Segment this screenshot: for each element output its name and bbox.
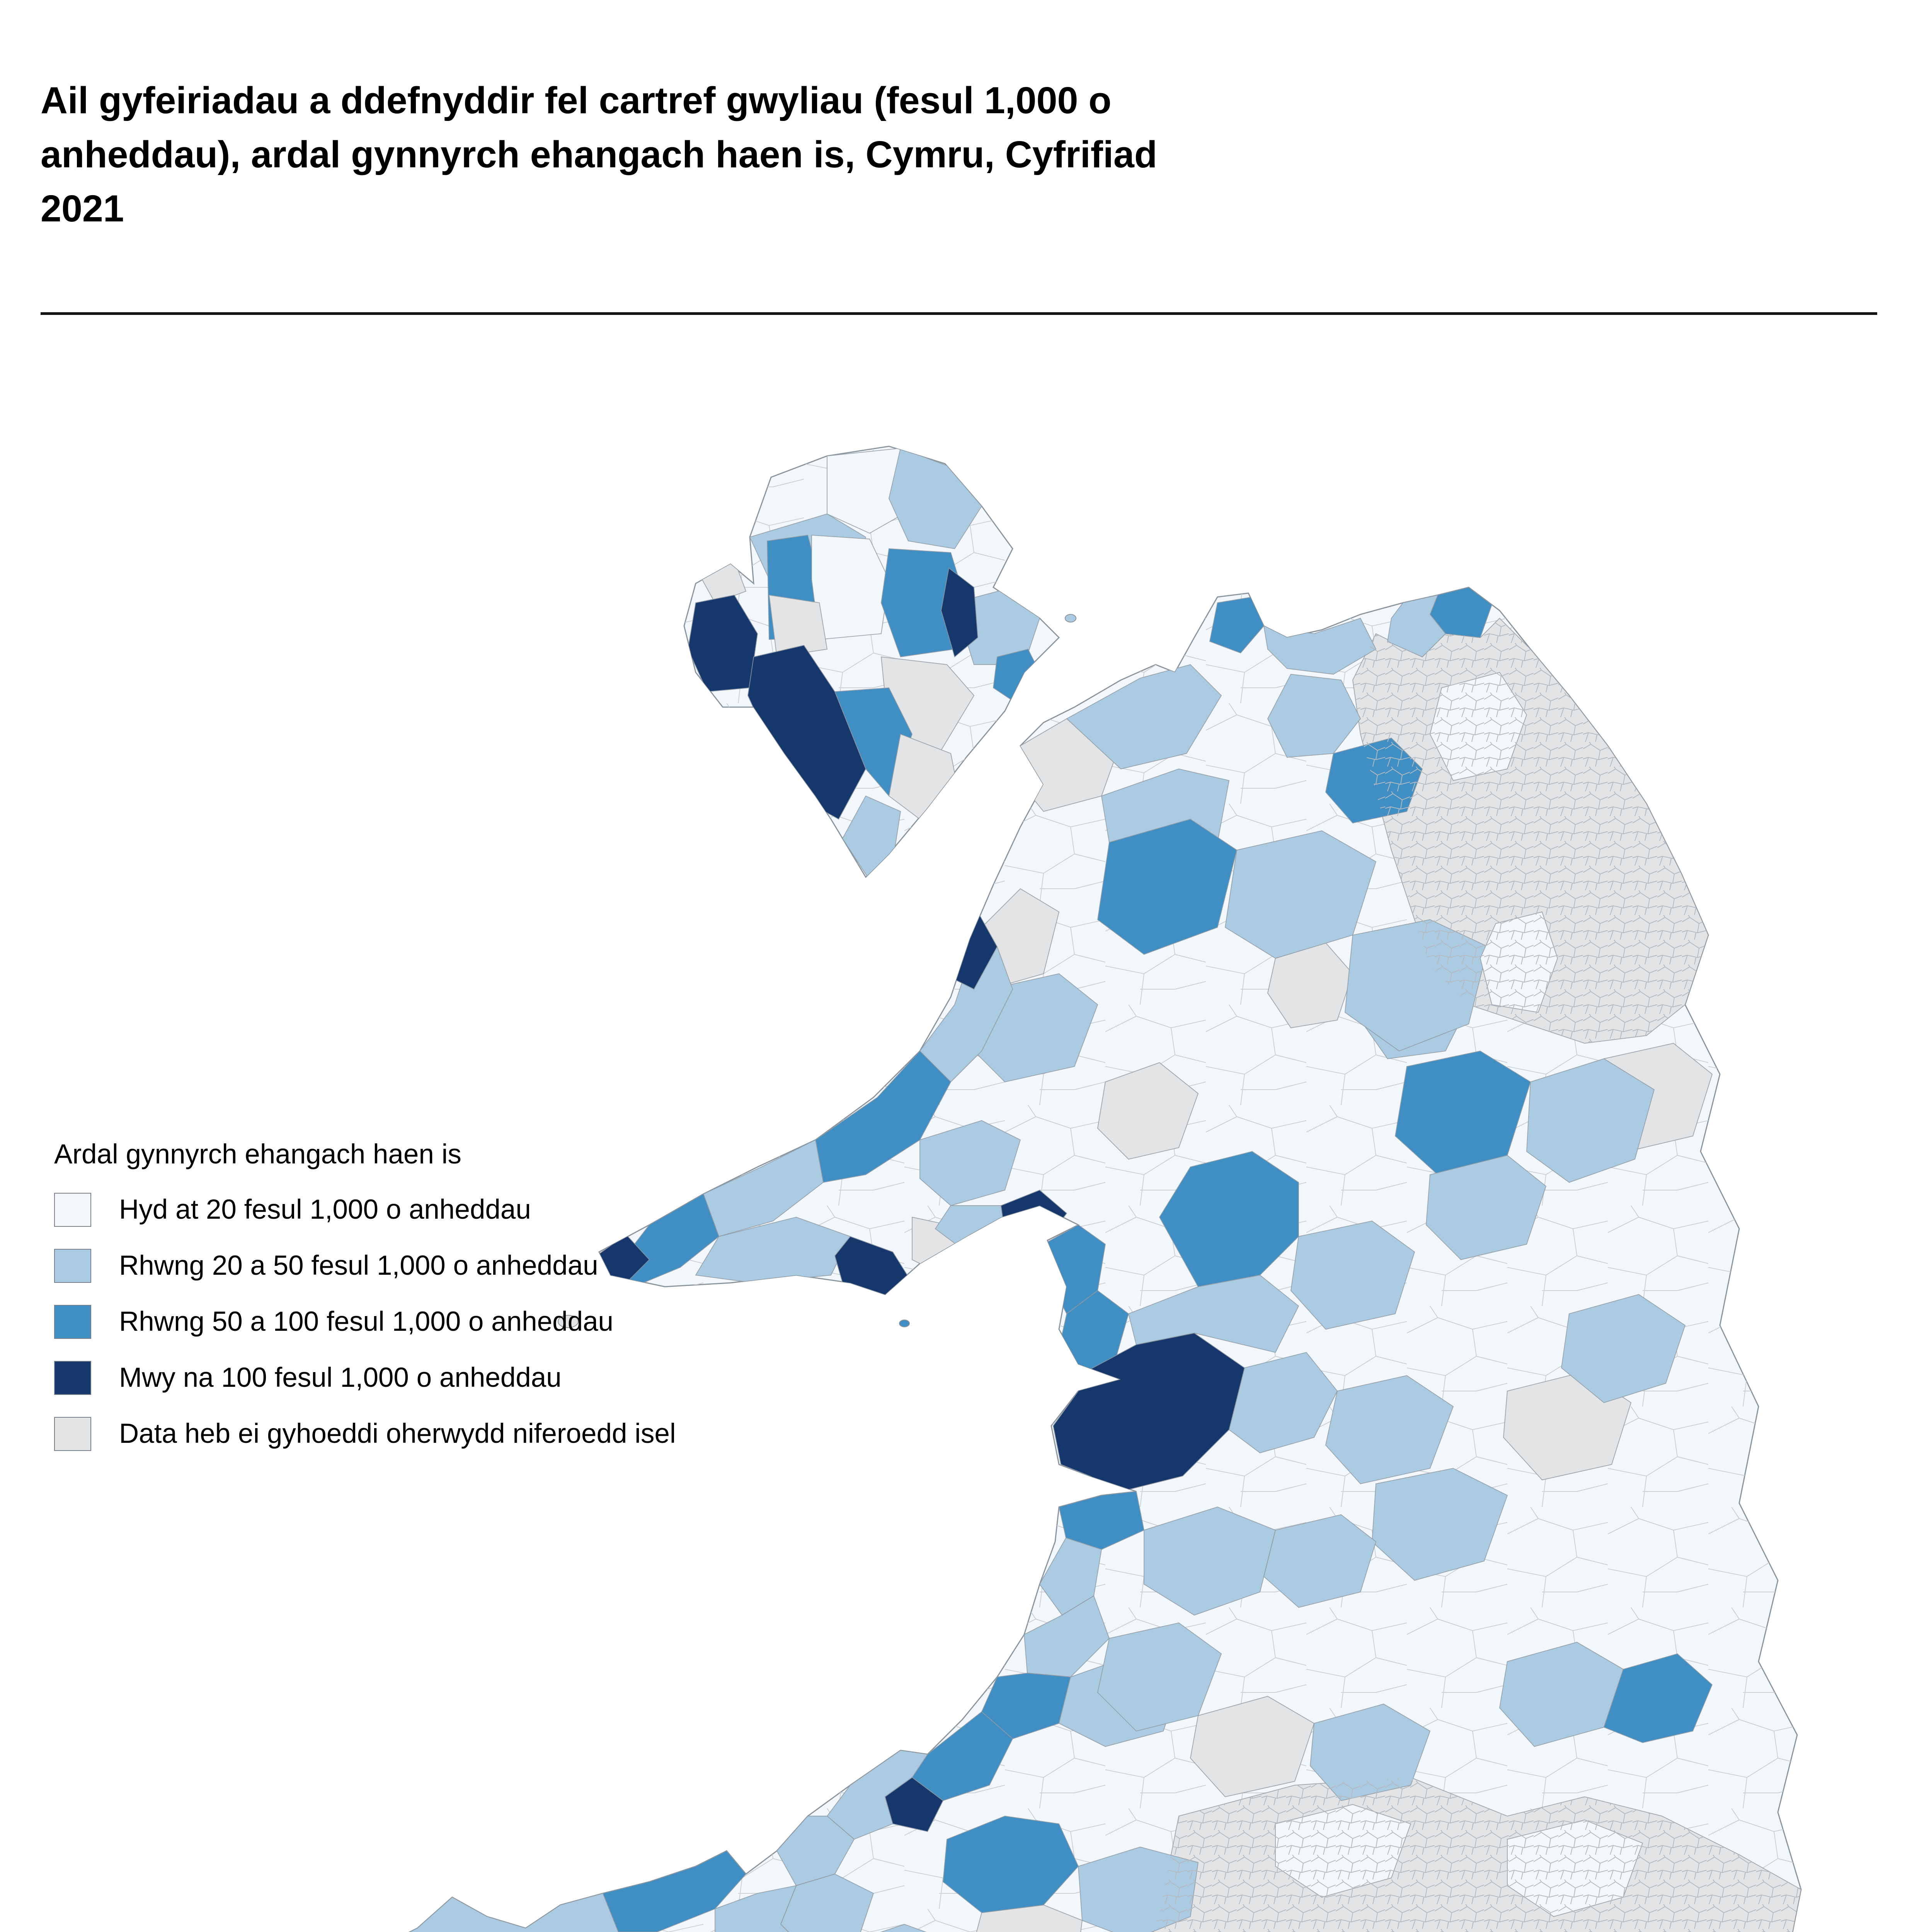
legend-swatch-over-100 [54,1361,91,1395]
lsoa-patch-c5 [1190,1696,1315,1798]
lsoa-patch-c2 [1097,1622,1222,1732]
page-title: Ail gyfeiriadau a ddefnyddir fel cartref… [41,73,1157,236]
map-legend: Ardal gynnyrch ehangach haen is Hyd at 2… [54,1139,676,1462]
lsoa-patch-c2 [919,946,1013,1083]
legend-item: Rhwng 20 a 50 fesul 1,000 o anheddau [54,1238,676,1294]
lsoa-patch-c3 [942,1815,1079,1913]
legend-item: Data heb ei gyhoeddi oherwydd niferoedd … [54,1406,676,1462]
page-title-line: anheddau), ardal gynnyrch ehangach haen … [41,133,1158,175]
lsoa-patch-c2 [1039,1537,1102,1616]
lsoa-patch-c3 [1209,596,1265,654]
lsoa-patch-c3 [1097,818,1238,955]
title-divider [41,312,1877,315]
lsoa-patch-c5 [1097,1062,1199,1160]
legend-label: Rhwng 50 a 100 fesul 1,000 o anheddau [119,1306,614,1337]
lsoa-patch-c1 [811,534,890,640]
lsoa-patch-c3 [815,1050,952,1183]
lsoa-patch-c2 [1526,1058,1655,1183]
lsoa-patch-c2 [919,1120,1021,1206]
legend-label: Mwy na 100 fesul 1,000 o anheddau [119,1362,562,1393]
lsoa-patch-c2 [715,1885,812,1932]
islet [558,1315,579,1328]
legend-label: Data heb ei gyhoeddi oherwydd niferoedd … [119,1418,676,1449]
legend-item: Hyd at 20 fesul 1,000 o anheddau [54,1182,676,1238]
legend-item: Rhwng 50 a 100 fesul 1,000 o anheddau [54,1294,676,1350]
lsoa-patch-c2 [1325,1375,1454,1485]
lsoa-patch-c4 [940,567,979,658]
legend-label: Rhwng 20 a 50 fesul 1,000 o anheddau [119,1250,598,1281]
page-title-line: 2021 [41,187,124,230]
legend-swatch-suppressed [54,1417,91,1451]
legend-item: Mwy na 100 fesul 1,000 o anheddau [54,1350,676,1406]
lsoa-patch-c2 [1144,1506,1276,1616]
lsoa-patch-c4 [884,1777,944,1832]
lsoa-patch-c2 [1561,1294,1686,1403]
legend-swatch-under-20 [54,1192,91,1227]
legend-swatch-20-50 [54,1248,91,1283]
legend-label: Hyd at 20 fesul 1,000 o anheddau [119,1194,531,1225]
dense-lsoa-mesh [1353,618,1708,1043]
legend-title: Ardal gynnyrch ehangach haen is [54,1139,461,1170]
lsoa-patch-c5 [768,594,828,658]
lsoa-patch-c2 [1425,1155,1547,1260]
lsoa-patch-c2 [1263,1514,1377,1608]
islet [1065,614,1076,622]
lsoa-patch-c2 [1066,664,1222,770]
lsoa-patch-c2 [850,1923,948,1932]
islet [899,1320,910,1327]
lsoa-patch-c2 [1290,1220,1415,1330]
lsoa-patch-c3 [1603,1653,1713,1743]
legend-swatch-50-100 [54,1304,91,1339]
lsoa-patch-c2 [695,1216,851,1284]
page-title-line: Ail gyfeiriadau a ddefnyddir fel cartref… [41,79,1112,121]
